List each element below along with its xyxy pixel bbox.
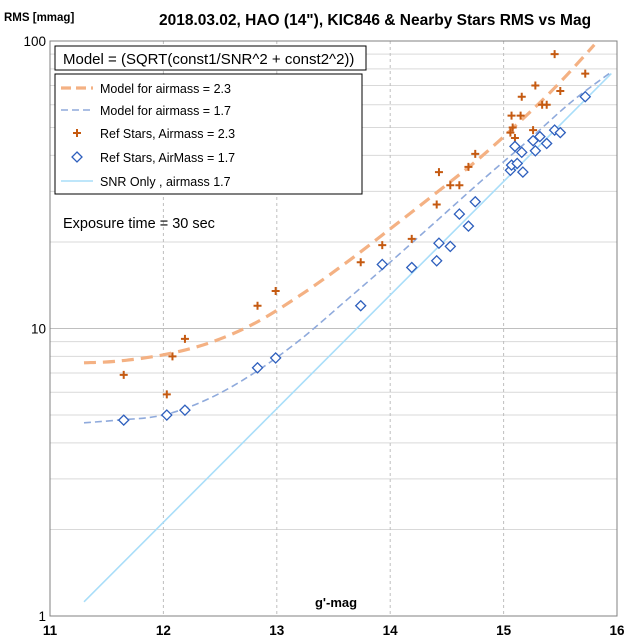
ref-star-airmass-2-3-point [271, 287, 280, 296]
ref-star-airmass-1-7-point [548, 124, 561, 136]
legend-swatch [73, 129, 81, 137]
ref-star-airmass-2-3-point [531, 81, 540, 90]
ref-star-airmass-1-7-point [354, 299, 367, 312]
y-tick-label: 10 [31, 322, 46, 337]
legend: Model for airmass = 2.3 Model for airmass… [61, 82, 235, 189]
ref-star-airmass-2-3-point [162, 390, 171, 399]
legend-entry: SNR Only , airmass 1.7 [61, 175, 231, 189]
ref-star-airmass-2-3-point [581, 69, 590, 78]
ref-star-airmass-2-3-point [506, 128, 515, 137]
ref-star-airmass-1-7-point [453, 208, 466, 221]
x-tick-label: 12 [156, 623, 171, 638]
ref-star-airmass-1-7-point [515, 146, 528, 159]
model-annotation: Model = (SQRT(const1/SNR^2 + const2^2)) [63, 51, 354, 68]
legend-label: Model for airmass = 1.7 [100, 104, 231, 118]
ref-star-airmass-1-7-point [117, 414, 130, 427]
tick-labels: 11 12 13 14 15 16 1 10 100 [23, 34, 625, 638]
ref-star-airmass-1-7-point [516, 166, 529, 178]
series-layer [83, 43, 612, 603]
ref-star-airmass-2-3-point [407, 234, 416, 243]
ref-star-airmass-2-3-point [508, 123, 517, 132]
ref-star-airmass-1-7-point [579, 90, 592, 103]
ref-star-airmass-2-3-point [507, 111, 516, 120]
ref-star-airmass-2-3-point [180, 334, 189, 343]
ref-star-airmass-2-3-point [434, 168, 443, 177]
ref-star-airmass-1-7-point [511, 157, 524, 170]
ref-star-airmass-1-7-point [433, 237, 445, 250]
ref-star-airmass-1-7-point [462, 220, 475, 233]
ref-star-airmass-2-3-point [168, 352, 177, 361]
ref-star-airmass-2-3-point [516, 111, 525, 120]
ref-star-airmass-2-3-point [446, 181, 455, 190]
ref-star-airmass-1-7-point [529, 144, 542, 157]
legend-swatch [71, 151, 83, 163]
ref-star-airmass-2-3-point [556, 87, 565, 96]
chart-title: 2018.03.02, HAO (14"), KIC846 & Nearby S… [159, 12, 591, 29]
ref-star-airmass-2-3-point [119, 370, 128, 379]
series-3 [117, 90, 592, 427]
ref-star-airmass-1-7-point [469, 195, 482, 208]
snr-only-line [83, 73, 612, 603]
model-annotation-box: Model = (SQRT(const1/SNR^2 + const2^2)) [54, 45, 367, 71]
ref-star-airmass-2-3-point [529, 126, 538, 135]
ref-star-airmass-1-7-point [554, 126, 567, 139]
legend-label: Model for airmass = 2.3 [100, 82, 231, 96]
x-tick-label: 16 [609, 623, 625, 638]
ref-star-airmass-2-3-point [517, 92, 526, 101]
legend-label: SNR Only , airmass 1.7 [100, 175, 231, 189]
ref-star-airmass-1-7-point [251, 361, 264, 374]
ref-star-airmass-2-3-point [542, 100, 551, 109]
exposure-annotation: Exposure time = 30 sec [63, 216, 215, 232]
ref-star-airmass-2-3-point [550, 50, 559, 59]
y-axis-label: RMS [mmag] [4, 12, 74, 24]
ref-star-airmass-2-3-point [471, 149, 480, 158]
series-0 [83, 43, 596, 365]
ref-star-airmass-1-7-point [160, 409, 173, 421]
ref-star-airmass-1-7-point [179, 404, 191, 417]
ref-star-airmass-2-3-point [356, 258, 365, 267]
x-tick-label: 15 [496, 623, 512, 638]
legend-entry: Ref Stars, Airmass = 2.3 [73, 127, 235, 141]
ref-star-airmass-2-3-point [455, 181, 464, 190]
ref-star-airmass-1-7-point [444, 240, 457, 253]
x-tick-label: 13 [269, 623, 285, 638]
legend-box [54, 73, 363, 195]
y-tick-label: 100 [23, 34, 46, 49]
series-4 [83, 73, 612, 603]
ref-star-airmass-1-7-point [430, 254, 443, 267]
model-line-airmass-2-3 [83, 43, 596, 365]
x-axis-label: g'-mag [315, 595, 357, 610]
ref-star-airmass-1-7-point [509, 140, 521, 153]
x-tick-label: 11 [43, 623, 58, 638]
legend-entry: Ref Stars, AirMass = 1.7 [71, 151, 235, 165]
ref-star-airmass-1-7-point [533, 130, 546, 143]
legend-label: Ref Stars, Airmass = 2.3 [100, 127, 235, 141]
plot-frame [49, 40, 618, 617]
legend-label: Ref Stars, AirMass = 1.7 [100, 151, 235, 165]
ref-star-airmass-1-7-point [405, 261, 418, 274]
ref-star-airmass-1-7-point [376, 258, 389, 271]
ref-star-airmass-1-7-point [269, 352, 282, 364]
ref-star-airmass-2-3-point [464, 162, 473, 171]
x-tick-label: 14 [383, 623, 399, 638]
ref-star-airmass-2-3-point [253, 301, 262, 310]
ref-star-airmass-1-7-point [540, 137, 553, 150]
ref-star-airmass-2-3-point [432, 200, 441, 209]
y-tick-label: 1 [38, 609, 46, 624]
legend-entry: Model for airmass = 1.7 [61, 104, 231, 118]
ref-star-airmass-2-3-point [378, 241, 387, 250]
legend-entry: Model for airmass = 2.3 [61, 82, 231, 96]
